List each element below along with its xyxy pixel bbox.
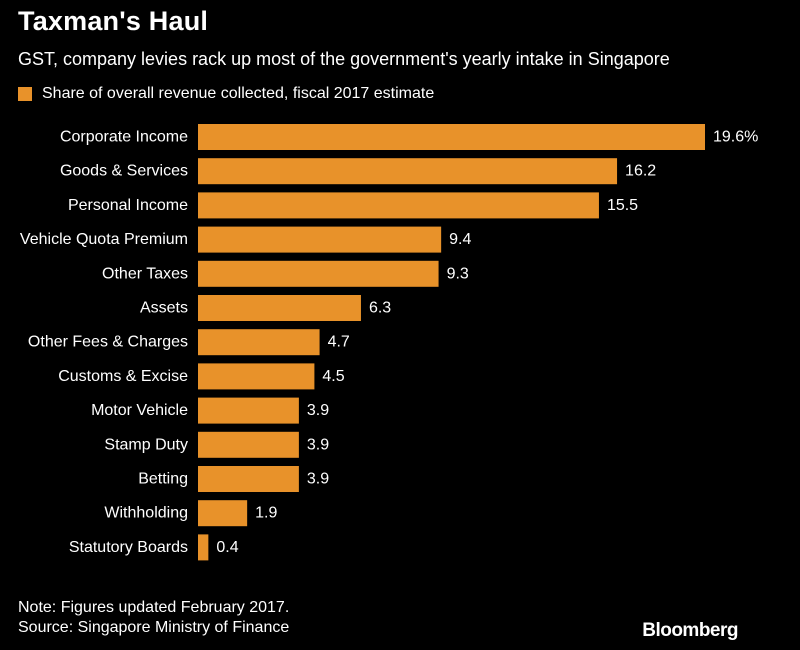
bar	[198, 431, 299, 458]
category-label: Vehicle Quota Premium	[20, 231, 188, 248]
data-label: 15.5	[607, 197, 638, 214]
category-label: Corporate Income	[60, 129, 188, 146]
bar	[198, 295, 361, 321]
data-label: 4.5	[322, 368, 344, 385]
bar	[198, 192, 599, 219]
bar	[198, 363, 315, 390]
bar	[198, 260, 439, 287]
data-label: 3.9	[307, 471, 329, 488]
data-label: 3.9	[307, 436, 329, 453]
category-label: Other Taxes	[102, 265, 188, 282]
data-label: 9.4	[449, 231, 471, 248]
legend-label: Share of overall revenue collected, fisc…	[42, 85, 435, 102]
bar-chart: Corporate Income 19.6% Goods & Services 16.…	[20, 124, 758, 561]
category-label: Statutory Boards	[69, 539, 188, 556]
bar	[198, 124, 705, 150]
footer-note: Note: Figures updated February 2017.	[18, 599, 290, 616]
data-label: 3.9	[307, 402, 329, 419]
bar	[198, 329, 320, 356]
category-label: Assets	[140, 300, 188, 317]
data-label: 1.9	[255, 505, 277, 522]
footer: Note: Figures updated February 2017. Sou…	[18, 598, 289, 638]
legend: Share of overall revenue collected, fisc…	[18, 85, 434, 103]
chart-subtitle: GST, company levies rack up most of the …	[18, 49, 670, 69]
bar	[198, 466, 299, 492]
data-label: 4.7	[328, 334, 350, 351]
data-label: 16.2	[625, 163, 656, 180]
category-label: Personal Income	[68, 197, 188, 214]
category-label: Withholding	[104, 505, 188, 522]
bar	[198, 158, 618, 185]
footer-source: Source: Singapore Ministry of Finance	[18, 619, 290, 636]
data-label: 9.3	[447, 265, 469, 282]
data-label: 19.6%	[713, 129, 758, 146]
category-label: Customs & Excise	[58, 368, 188, 385]
data-label: 0.4	[216, 539, 238, 556]
category-label: Motor Vehicle	[91, 402, 188, 419]
bar	[198, 500, 248, 527]
category-label: Other Fees & Charges	[28, 334, 188, 351]
bar	[198, 397, 299, 424]
legend-swatch	[18, 87, 32, 101]
bar	[198, 534, 209, 561]
bar	[198, 226, 442, 253]
bloomberg-logo: Bloomberg	[642, 620, 738, 641]
category-label: Betting	[138, 471, 188, 488]
category-label: Stamp Duty	[104, 436, 188, 453]
category-label: Goods & Services	[60, 163, 188, 180]
chart-title: Taxman's Haul	[18, 6, 209, 36]
data-label: 6.3	[369, 300, 391, 317]
